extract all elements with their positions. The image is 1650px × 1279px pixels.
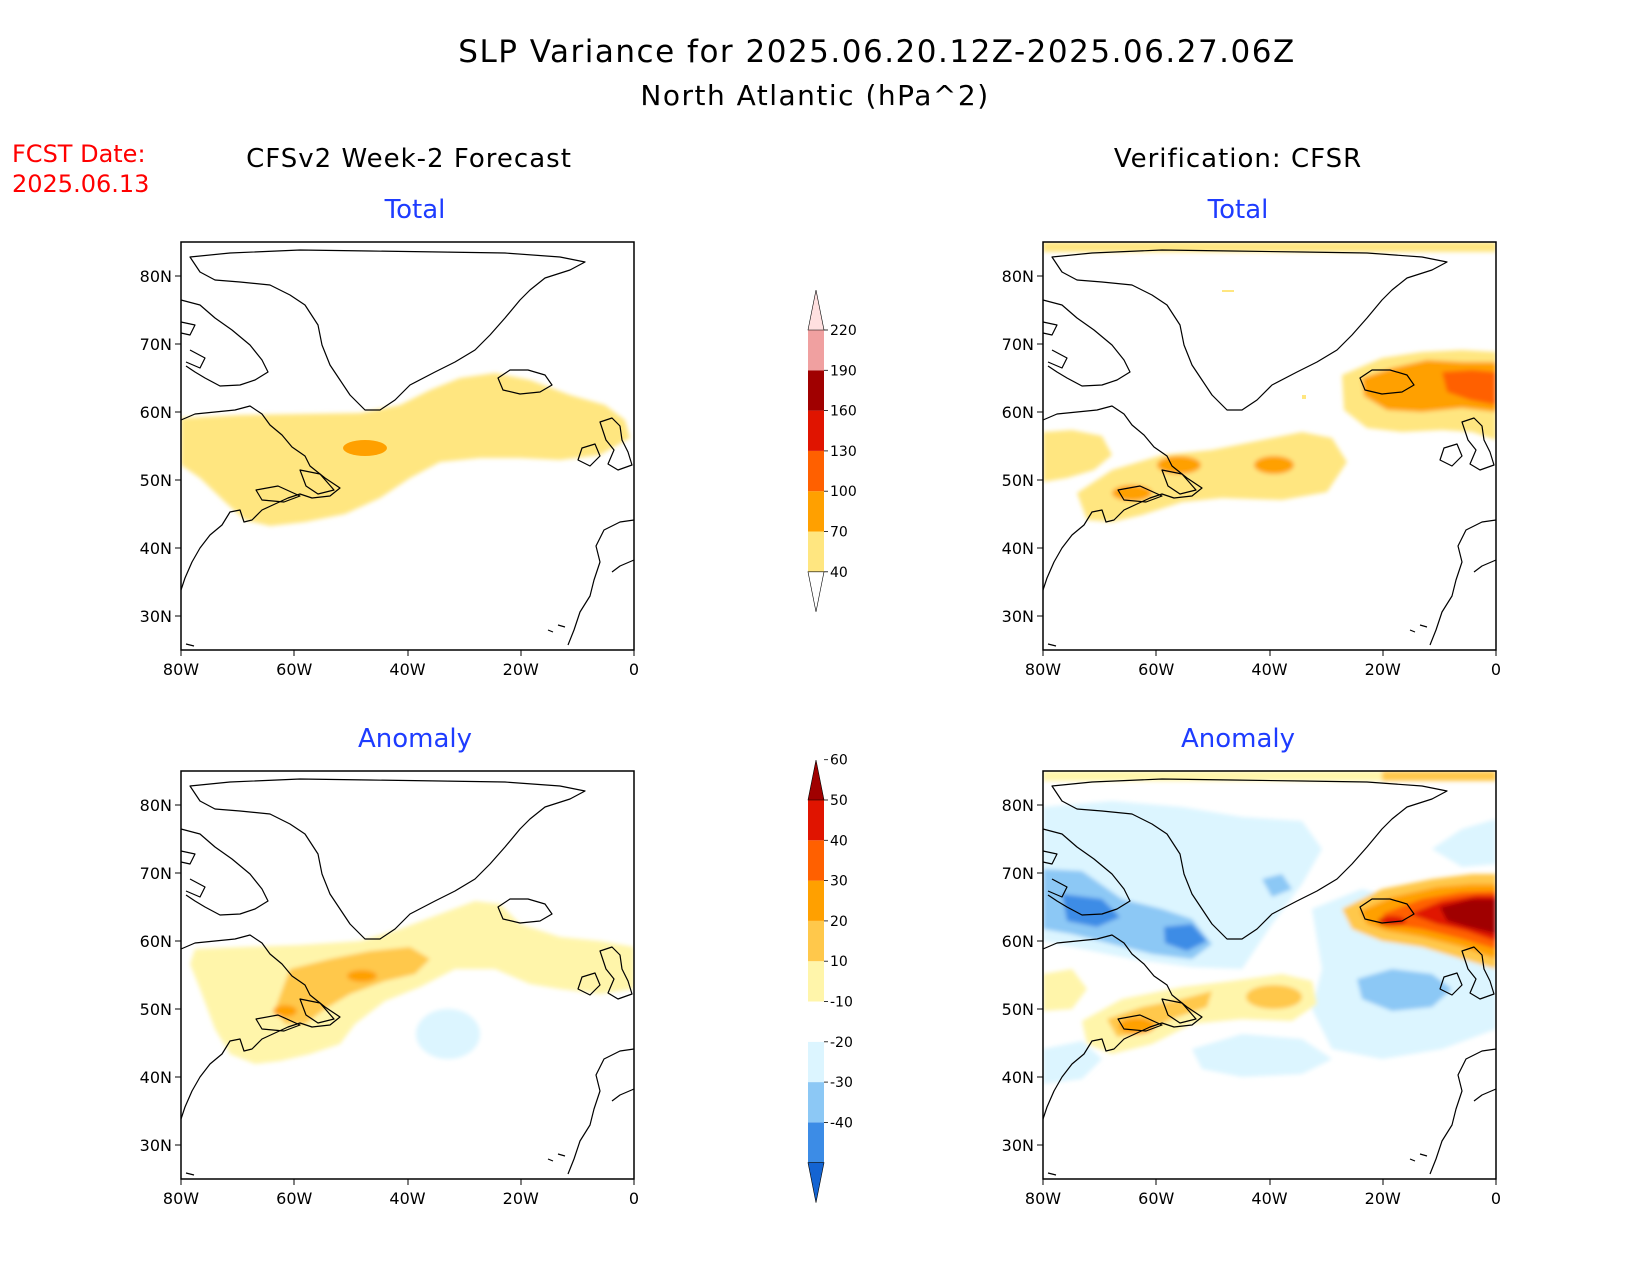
colorbar-label: 160 bbox=[830, 404, 857, 420]
map-forecast-total bbox=[174, 241, 635, 657]
main-title: SLP Variance for 2025.06.20.12Z-2025.06.… bbox=[458, 34, 1295, 70]
right-column-title: Verification: CFSR bbox=[1114, 144, 1362, 174]
lon-tick-label: 0 bbox=[1491, 660, 1501, 679]
colorbar-total: 40 70 100 130 160 190 220 bbox=[807, 289, 857, 612]
colorbar-label: 70 bbox=[830, 525, 848, 541]
colorbar-label: 220 bbox=[830, 323, 857, 339]
colorbar-swatch bbox=[808, 491, 824, 532]
colorbar-label: -20 bbox=[830, 1035, 853, 1051]
colorbar-swatch bbox=[808, 531, 824, 572]
lat-tick-label: 60N bbox=[1002, 403, 1034, 422]
lat-tick-label: 50N bbox=[140, 471, 172, 490]
lon-tick-label: 0 bbox=[629, 1189, 639, 1208]
panel-title-verification-total: Total bbox=[1207, 195, 1269, 225]
colorbar-label: -40 bbox=[830, 1115, 853, 1131]
lon-tick-label: 20W bbox=[1365, 660, 1401, 679]
lat-tick-label: 30N bbox=[140, 607, 172, 626]
lat-tick-label: 60N bbox=[140, 403, 172, 422]
lon-tick-label: 60W bbox=[1138, 660, 1174, 679]
main-subtitle: North Atlantic (hPa^2) bbox=[640, 79, 989, 112]
panel-title-forecast-total: Total bbox=[384, 195, 446, 225]
colorbar-swatch bbox=[808, 880, 824, 921]
colorbar-top-arrow bbox=[807, 759, 825, 801]
lat-tick-label: 60N bbox=[1002, 932, 1034, 951]
lon-tick-label: 20W bbox=[503, 1189, 539, 1208]
lon-tick-label: 80W bbox=[1025, 660, 1061, 679]
lon-tick-label: 60W bbox=[276, 1189, 312, 1208]
colorbar-label: 190 bbox=[830, 363, 857, 379]
lat-tick-label: 80N bbox=[140, 796, 172, 815]
colorbar-swatch bbox=[808, 450, 824, 492]
map-verification-anomaly bbox=[1036, 770, 1497, 1186]
colorbar-swatch bbox=[808, 840, 824, 881]
lat-tick-label: 30N bbox=[1002, 1136, 1034, 1155]
lon-tick-label: 40W bbox=[389, 1189, 425, 1208]
colorbar-swatch bbox=[808, 330, 824, 371]
map-forecast-anomaly bbox=[174, 770, 635, 1186]
colorbar-swatch bbox=[808, 1041, 824, 1083]
colorbar-label: 50 bbox=[830, 793, 848, 809]
lon-tick-label: 0 bbox=[1491, 1189, 1501, 1208]
lat-tick-label: 40N bbox=[140, 539, 172, 558]
colorbar-label: 20 bbox=[830, 914, 848, 930]
lon-tick-label: 80W bbox=[1025, 1189, 1061, 1208]
colorbar-bottom-arrow bbox=[807, 1162, 825, 1203]
lat-tick-label: 30N bbox=[140, 1136, 172, 1155]
colorbar-swatch bbox=[808, 410, 824, 451]
colorbar-label: 30 bbox=[830, 874, 848, 890]
colorbar-label: 60 bbox=[830, 753, 848, 769]
colorbar-swatch bbox=[808, 961, 824, 1002]
lon-tick-label: 40W bbox=[1251, 1189, 1287, 1208]
colorbar-label: 40 bbox=[830, 565, 848, 581]
colorbar-swatch bbox=[808, 370, 824, 411]
lon-tick-label: 60W bbox=[276, 660, 312, 679]
lon-tick-label: 20W bbox=[1365, 1189, 1401, 1208]
lat-tick-label: 40N bbox=[1002, 539, 1034, 558]
map-verification-total bbox=[1036, 241, 1497, 657]
lat-tick-label: 60N bbox=[140, 932, 172, 951]
colorbar-label: 100 bbox=[830, 484, 857, 500]
lat-tick-label: 70N bbox=[1002, 864, 1034, 883]
lon-tick-label: 80W bbox=[163, 660, 199, 679]
colorbar-swatch bbox=[808, 1082, 824, 1123]
lat-tick-label: 70N bbox=[140, 864, 172, 883]
axis-labels: 80N 70N 60N 50N 40N 30N 80W 60W 40W 20W 0 80N 70N 60N… bbox=[140, 267, 1501, 1208]
panel-title-forecast-anomaly: Anomaly bbox=[358, 724, 472, 754]
lon-tick-label: 40W bbox=[1251, 660, 1287, 679]
colorbar-swatch bbox=[808, 920, 824, 962]
colorbar-label: -10 bbox=[830, 995, 853, 1011]
lat-tick-label: 70N bbox=[140, 335, 172, 354]
colorbar-anomaly: -40 -30 -20 -10 10 20 30 40 50 60 bbox=[807, 753, 853, 1203]
colorbar-label: 10 bbox=[830, 954, 848, 970]
fcst-date-value: 2025.06.13 bbox=[12, 170, 149, 198]
panel-title-verification-anomaly: Anomaly bbox=[1181, 724, 1295, 754]
fcst-date-label: FCST Date: bbox=[12, 140, 146, 168]
colorbar-label: 40 bbox=[830, 833, 848, 849]
lon-tick-label: 20W bbox=[503, 660, 539, 679]
lat-tick-label: 80N bbox=[1002, 796, 1034, 815]
colorbar-bottom-arrow bbox=[807, 571, 825, 612]
lat-tick-label: 30N bbox=[1002, 607, 1034, 626]
lat-tick-label: 40N bbox=[140, 1068, 172, 1087]
colorbar-label: -30 bbox=[830, 1075, 853, 1091]
lon-tick-label: 80W bbox=[163, 1189, 199, 1208]
colorbar-swatch bbox=[808, 1122, 824, 1163]
lat-tick-label: 40N bbox=[1002, 1068, 1034, 1087]
lat-tick-label: 50N bbox=[1002, 471, 1034, 490]
lon-tick-label: 0 bbox=[629, 660, 639, 679]
lon-tick-label: 60W bbox=[1138, 1189, 1174, 1208]
lon-tick-label: 40W bbox=[389, 660, 425, 679]
colorbar-label: 130 bbox=[830, 444, 857, 460]
colorbar-swatch bbox=[808, 800, 824, 841]
lat-tick-label: 50N bbox=[140, 1000, 172, 1019]
lat-tick-label: 80N bbox=[140, 267, 172, 286]
lat-tick-label: 80N bbox=[1002, 267, 1034, 286]
lat-tick-label: 70N bbox=[1002, 335, 1034, 354]
left-column-title: CFSv2 Week-2 Forecast bbox=[246, 144, 572, 174]
shading-forecast-total bbox=[181, 373, 630, 526]
colorbar-top-arrow bbox=[807, 289, 825, 331]
lat-tick-label: 50N bbox=[1002, 1000, 1034, 1019]
colorbar-swatch bbox=[808, 1001, 824, 1042]
